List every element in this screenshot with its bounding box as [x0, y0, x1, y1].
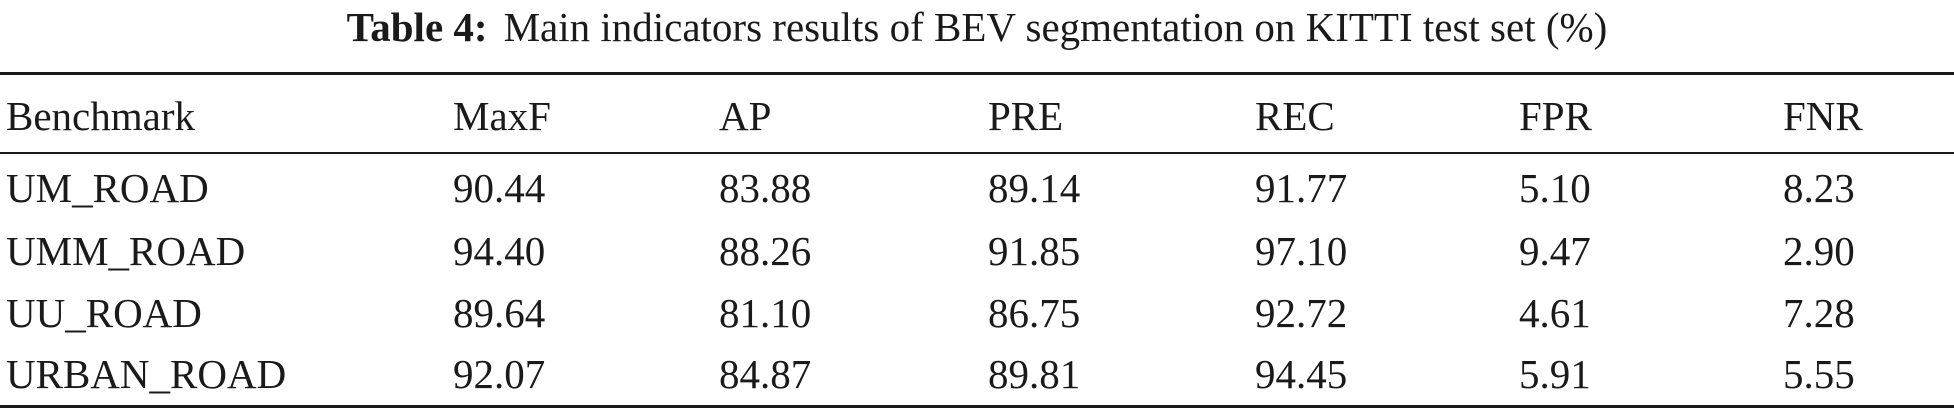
cell-maxf: 94.40 — [453, 228, 546, 274]
table-row: UMM_ROAD 94.40 88.26 91.85 97.10 9.47 2.… — [0, 220, 1954, 282]
header-fnr: FNR — [1783, 92, 1863, 139]
cell-ap: 81.10 — [719, 290, 812, 336]
cell-ap: 83.88 — [719, 165, 812, 211]
cell-pre: 89.14 — [988, 165, 1081, 211]
table-header-row: Benchmark MaxF AP PRE REC FPR FNR — [0, 75, 1954, 154]
cell-fnr: 7.28 — [1783, 290, 1855, 336]
cell-pre: 91.85 — [988, 228, 1081, 274]
header-fpr: FPR — [1519, 92, 1592, 139]
table-caption-text: Main indicators results of BEV segmentat… — [503, 4, 1608, 50]
cell-fnr: 8.23 — [1783, 165, 1855, 211]
cell-fnr: 5.55 — [1783, 351, 1855, 397]
cell-fnr: 2.90 — [1783, 228, 1855, 274]
cell-pre: 89.81 — [988, 351, 1081, 397]
cell-maxf: 90.44 — [453, 165, 546, 211]
cell-benchmark: UM_ROAD — [6, 165, 209, 211]
cell-ap: 84.87 — [719, 351, 812, 397]
header-benchmark: Benchmark — [6, 92, 195, 139]
cell-rec: 91.77 — [1255, 165, 1348, 211]
table-bottom-rule — [0, 405, 1954, 408]
cell-fpr: 9.47 — [1519, 228, 1591, 274]
cell-rec: 97.10 — [1255, 228, 1348, 274]
table-caption-label: Table 4: — [346, 4, 488, 50]
cell-pre: 86.75 — [988, 290, 1081, 336]
results-table: Benchmark MaxF AP PRE REC FPR FNR UM_ROA… — [0, 75, 1954, 404]
cell-ap: 88.26 — [719, 228, 812, 274]
cell-maxf: 89.64 — [453, 290, 546, 336]
table-header-rule — [0, 152, 1954, 154]
cell-maxf: 92.07 — [453, 351, 546, 397]
table-row: UU_ROAD 89.64 81.10 86.75 92.72 4.61 7.2… — [0, 282, 1954, 344]
table-top-rule — [0, 72, 1954, 75]
cell-rec: 92.72 — [1255, 290, 1348, 336]
cell-benchmark: UU_ROAD — [6, 290, 202, 336]
header-pre: PRE — [988, 92, 1064, 139]
cell-benchmark: URBAN_ROAD — [6, 351, 287, 397]
table-row: URBAN_ROAD 92.07 84.87 89.81 94.45 5.91 … — [0, 344, 1954, 404]
cell-fpr: 4.61 — [1519, 290, 1591, 336]
table-row: UM_ROAD 90.44 83.88 89.14 91.77 5.10 8.2… — [0, 154, 1954, 220]
header-maxf: MaxF — [453, 92, 551, 139]
cell-fpr: 5.10 — [1519, 165, 1591, 211]
cell-fpr: 5.91 — [1519, 351, 1591, 397]
table-caption: Table 4: Main indicators results of BEV s… — [0, 2, 1954, 52]
header-rec: REC — [1255, 92, 1335, 139]
cell-rec: 94.45 — [1255, 351, 1348, 397]
header-ap: AP — [719, 92, 772, 139]
cell-benchmark: UMM_ROAD — [6, 228, 246, 274]
